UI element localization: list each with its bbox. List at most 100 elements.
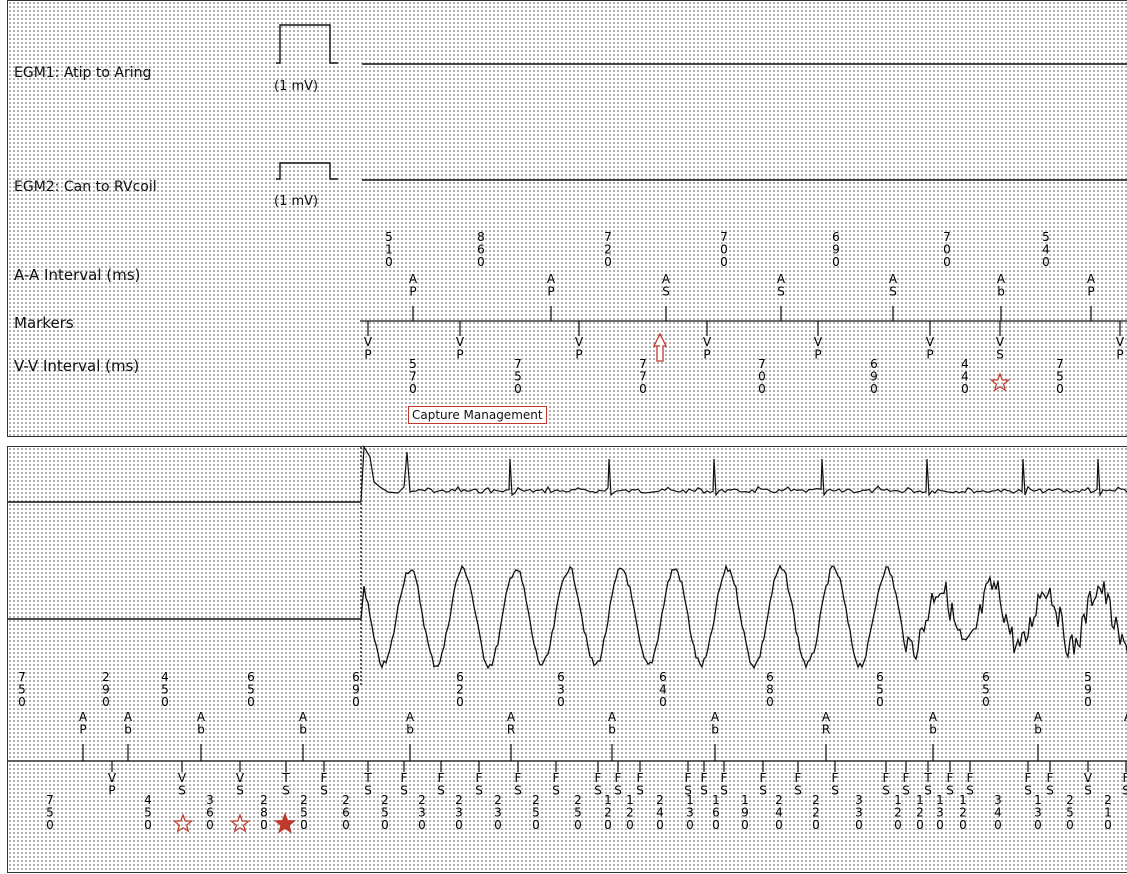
ventricular-marker-bottom-5-char: T [363,771,372,785]
ventricular-marker-top-5-char: V [926,335,935,349]
aa-interval-bottom-10-char: 0 [982,695,990,709]
ventricular-marker-top-4-char: P [814,348,821,362]
vv-interval-bottom-24-char: 0 [959,818,967,832]
vv-interval-bottom-0-char: 7 [46,793,54,807]
aa-interval-bottom-4-char: 9 [352,683,360,697]
vv-interval-bottom-20-char: 3 [855,806,863,820]
atrial-marker-bottom-6-char: b [608,723,616,737]
atrial-marker-bottom-7-char: b [711,723,719,737]
vv-interval-top-2-char: 0 [639,382,647,396]
vv-interval-bottom-2-char: 3 [206,793,214,807]
egm2-trace-fast [360,564,1127,670]
aa-interval-bottom-5-char: 2 [456,683,464,697]
vv-interval-top-0-char: 0 [409,382,417,396]
aa-interval-bottom-7-char: 0 [659,695,667,709]
aa-interval-bottom-10-char: 6 [982,670,990,684]
vv-interval-bottom-11-char: 2 [574,793,582,807]
ventricular-marker-bottom-17-char: S [759,784,767,798]
vv-interval-bottom-16-char: 1 [712,793,720,807]
ventricular-marker-bottom-24-char: F [967,771,974,785]
vv-interval-top-6-char: 0 [1056,382,1064,396]
vv-interval-bottom-13-char: 0 [626,818,634,832]
vv-interval-bottom-10-char: 5 [532,806,540,820]
ventricular-marker-bottom-27-char: S [1084,784,1092,798]
sensed-event-star-icon [172,813,194,833]
atrial-marker-bottom-4-char: b [406,723,414,737]
ventricular-marker-bottom-1-char: V [178,771,187,785]
ventricular-marker-top-1-char: V [456,335,465,349]
atrial-marker-top-4-char: S [889,285,897,299]
aa-interval-bottom-11-char: 0 [1084,695,1092,709]
vv-interval-bottom-4-char: 0 [300,818,308,832]
ventricular-marker-top-2-char: P [575,348,582,362]
vv-interval-bottom-24-char: 1 [959,793,967,807]
vv-interval-bottom-14-char: 0 [656,818,664,832]
vv-interval-bottom-7-char: 2 [418,793,426,807]
vv-interval-bottom-5-char: 6 [342,806,350,820]
ventricular-marker-bottom-1-char: S [178,784,186,798]
ventricular-marker-bottom-12-char: F [615,771,622,785]
vv-interval-bottom-21-char: 0 [894,818,902,832]
ventricular-marker-top-0-char: P [364,348,371,362]
vv-interval-bottom-23-char: 0 [936,818,944,832]
ventricular-marker-bottom-27-char: V [1084,771,1093,785]
aa-interval-top-4-char: 9 [832,243,840,257]
aa-interval-bottom-7-char: 4 [659,683,667,697]
atrial-marker-top-3-char: A [777,272,786,286]
vv-interval-top-0-char: 7 [409,370,417,384]
atrial-marker-top-6-char: A [1087,272,1096,286]
vv-interval-bottom-12-char: 2 [604,806,612,820]
vv-interval-bottom-19-char: 0 [812,818,820,832]
vv-interval-bottom-8-char: 0 [455,818,463,832]
atrial-marker-top-3-char: S [777,285,785,299]
aa-interval-top-0-char: 5 [385,230,393,244]
tachy-detect-star-icon [273,812,297,834]
vv-interval-bottom-9-char: 2 [494,793,502,807]
vv-interval-bottom-12-char: 0 [604,818,612,832]
aa-interval-top-1-char: 8 [477,230,485,244]
atrial-marker-top-0-char: A [409,272,418,286]
aa-interval-bottom-2-char: 0 [161,695,169,709]
vv-interval-bottom-7-char: 0 [418,818,426,832]
vv-interval-top-3-char: 0 [758,382,766,396]
aa-interval-bottom-1-char: 2 [102,670,110,684]
vv-interval-bottom-28-char: 1 [1104,806,1112,820]
vv-interval-bottom-27-char: 2 [1066,793,1074,807]
vv-interval-bottom-17-char: 1 [741,793,749,807]
vv-interval-top-1-char: 5 [514,370,522,384]
egm2-cal-pulse [276,162,338,180]
aa-interval-bottom-8-char: 0 [766,695,774,709]
ventricular-marker-bottom-26-char: S [1046,784,1054,798]
vv-interval-top-3-char: 0 [758,370,766,384]
vv-interval-bottom-21-char: 1 [894,793,902,807]
aa-interval-bottom-6-char: 6 [557,670,565,684]
atrial-marker-top-5-char: b [997,285,1005,299]
vv-interval-bottom-8-char: 2 [455,793,463,807]
vv-interval-top-1-char: 7 [514,357,522,371]
ventricular-marker-bottom-14-char: F [685,771,692,785]
markers-label: Markers [14,314,74,332]
aa-interval-bottom-9-char: 5 [876,683,884,697]
vv-interval-bottom-2-char: 0 [206,818,214,832]
aa-interval-bottom-9-char: 0 [876,695,884,709]
ventricular-marker-top-4-char: V [814,335,823,349]
ventricular-marker-bottom-13-char: S [636,784,644,798]
aa-interval-bottom-0-char: 5 [18,683,26,697]
ventricular-marker-bottom-24-char: S [966,784,974,798]
ventricular-marker-bottom-3-char: T [281,771,290,785]
atrial-marker-bottom-11-char: A [1124,710,1127,724]
ventricular-marker-top-7-char: V [1116,335,1125,349]
bottom-strip-graphics: 750290450650690620630640680650650590APAb… [8,445,1127,834]
atrial-marker-top-4-char: A [889,272,898,286]
aa-interval-bottom-7-char: 6 [659,670,667,684]
ventricular-marker-top-1-char: P [456,348,463,362]
ventricular-marker-bottom-18-char: F [795,771,802,785]
vv-interval-bottom-1-char: 4 [144,793,152,807]
ventricular-marker-bottom-5-char: S [364,784,372,798]
aa-interval-bottom-5-char: 0 [456,695,464,709]
atrial-marker-top-2-char: A [662,272,671,286]
ventricular-marker-bottom-23-char: S [946,784,954,798]
ventricular-marker-bottom-11-char: S [594,784,602,798]
ventricular-marker-bottom-9-char: F [515,771,522,785]
